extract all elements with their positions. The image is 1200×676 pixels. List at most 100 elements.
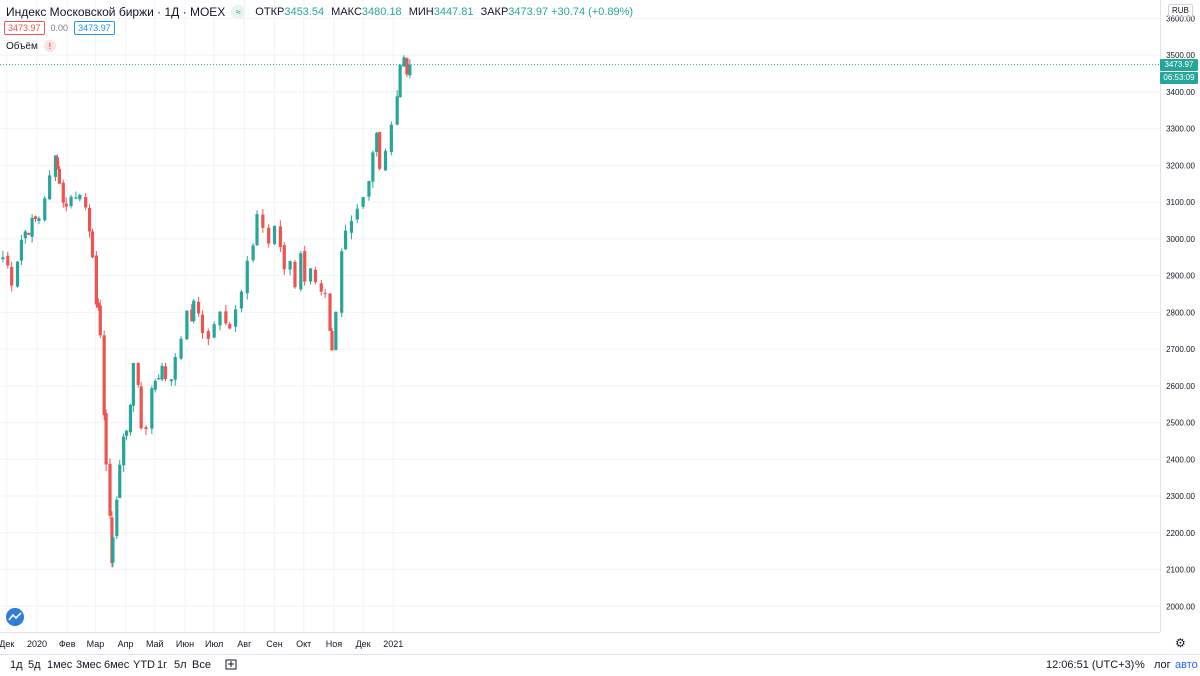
range-ytd[interactable]: YTD — [133, 659, 155, 671]
candle-body — [48, 175, 52, 200]
candle — [115, 496, 119, 539]
candle — [251, 243, 255, 263]
range-5y[interactable]: 5л — [174, 659, 187, 671]
candle — [267, 224, 271, 248]
candle-body — [371, 152, 375, 182]
price-tick-label: 3500.00 — [1166, 51, 1195, 60]
candle — [1, 250, 5, 263]
volume-indicator[interactable]: Объём ! — [6, 40, 56, 52]
candle — [239, 289, 244, 313]
candle-body — [98, 305, 102, 336]
auto-toggle[interactable]: авто — [1175, 659, 1198, 671]
candle-body — [299, 253, 303, 290]
candle — [371, 150, 375, 188]
candle — [367, 180, 371, 201]
candle-body — [272, 225, 277, 245]
candle — [169, 379, 173, 387]
tradingview-logo-icon[interactable] — [6, 608, 24, 626]
candle — [303, 245, 307, 286]
candle — [173, 353, 177, 386]
low-label: МИН — [408, 6, 434, 18]
candle — [378, 131, 382, 171]
range-1y[interactable]: 1г — [157, 659, 168, 671]
candle — [69, 194, 73, 209]
candle-body — [78, 194, 82, 200]
candle-body — [278, 226, 282, 248]
candle-body — [228, 324, 232, 329]
candle-body — [124, 430, 129, 436]
warning-icon[interactable]: ! — [43, 40, 56, 52]
candle — [402, 55, 406, 68]
high-value: 3480.18 — [361, 6, 402, 18]
range-6m[interactable]: 6мес — [104, 659, 130, 671]
range-all[interactable]: Все — [192, 659, 211, 671]
candle-body — [139, 386, 143, 429]
candle — [53, 155, 58, 182]
candle — [160, 362, 164, 382]
candle-body — [212, 324, 216, 338]
candle — [84, 193, 88, 211]
candle — [102, 330, 106, 421]
candle-body — [233, 309, 238, 327]
candle — [245, 256, 249, 300]
candle — [163, 362, 168, 382]
countdown-tag: 06:53:09 — [1160, 71, 1198, 84]
candle — [408, 59, 412, 79]
chart-area[interactable] — [0, 0, 1160, 632]
ask-button[interactable]: 3473.97 — [74, 21, 115, 35]
candle-body — [405, 58, 409, 75]
candle — [150, 385, 154, 435]
range-1d[interactable]: 1д — [10, 659, 23, 671]
time-tick-label: Май — [146, 639, 164, 649]
candle — [64, 197, 68, 212]
candle-body — [33, 216, 38, 219]
candle — [395, 90, 399, 126]
candle-body — [153, 380, 157, 390]
bottom-toolbar: 1д 5д 1мес 3мес 6мес YTD 1г 5л Все 12:06… — [0, 654, 1200, 676]
range-1m[interactable]: 1мес — [47, 659, 73, 671]
bid-button[interactable]: 3473.97 — [4, 21, 45, 35]
candle — [23, 229, 27, 244]
candle — [340, 248, 344, 318]
candle — [343, 224, 348, 251]
symbol-title[interactable]: Индекс Московской биржи · 1Д · MOEX — [6, 5, 226, 19]
candle-body — [27, 232, 31, 235]
market-status-icon[interactable]: ≈ — [231, 5, 246, 19]
currency-badge[interactable]: RUB — [1168, 4, 1193, 17]
price-axis[interactable]: 3600.00 3500.00 3400.00 3300.00 3200.00 3100.… — [1160, 0, 1200, 632]
candle — [136, 362, 140, 388]
candle — [124, 429, 129, 441]
time-tick-label: 2021 — [383, 639, 403, 649]
price-tick-label: 3300.00 — [1166, 125, 1195, 134]
candle — [261, 209, 265, 233]
log-toggle[interactable]: лог — [1154, 659, 1171, 671]
candle — [278, 220, 282, 252]
chart-legend: Индекс Московской биржи · 1Д · MOEX ≈ ОТ… — [6, 5, 633, 19]
candle — [200, 310, 205, 339]
candle-body — [131, 362, 135, 406]
open-label: ОТКР — [255, 6, 285, 18]
go-to-date-icon[interactable] — [225, 659, 237, 673]
candle — [111, 534, 115, 568]
price-tick-label: 2600.00 — [1166, 382, 1195, 391]
open-value: 3453.54 — [284, 6, 325, 18]
spread-value: 0.00 — [50, 23, 69, 33]
candle-body — [144, 427, 148, 430]
range-3m[interactable]: 3мес — [76, 659, 102, 671]
settings-gear-icon[interactable]: ⚙ — [1175, 636, 1186, 650]
bid-ask-row: 3473.97 0.00 3473.97 — [4, 21, 115, 35]
time-tick-label: Июл — [205, 639, 223, 649]
candle-body — [87, 207, 92, 232]
candle-body — [378, 131, 382, 169]
price-tick-label: 2100.00 — [1166, 566, 1195, 575]
time-axis[interactable]: Дек 2020 Фев Мар Апр Май Июн Июл Авг Сен Окт Ноя Дек… — [0, 632, 1160, 655]
candle-body — [111, 537, 115, 563]
candlestick-chart[interactable] — [0, 0, 1160, 632]
time-tick-label: Окт — [296, 639, 311, 649]
last-price-tag: 3473.97 — [1160, 58, 1198, 71]
percent-toggle[interactable]: % — [1135, 659, 1145, 671]
range-5d[interactable]: 5д — [28, 659, 41, 671]
candle — [57, 166, 61, 184]
clock-time[interactable]: 12:06:51 (UTC+3) — [1046, 659, 1135, 671]
candle-body — [218, 311, 222, 326]
